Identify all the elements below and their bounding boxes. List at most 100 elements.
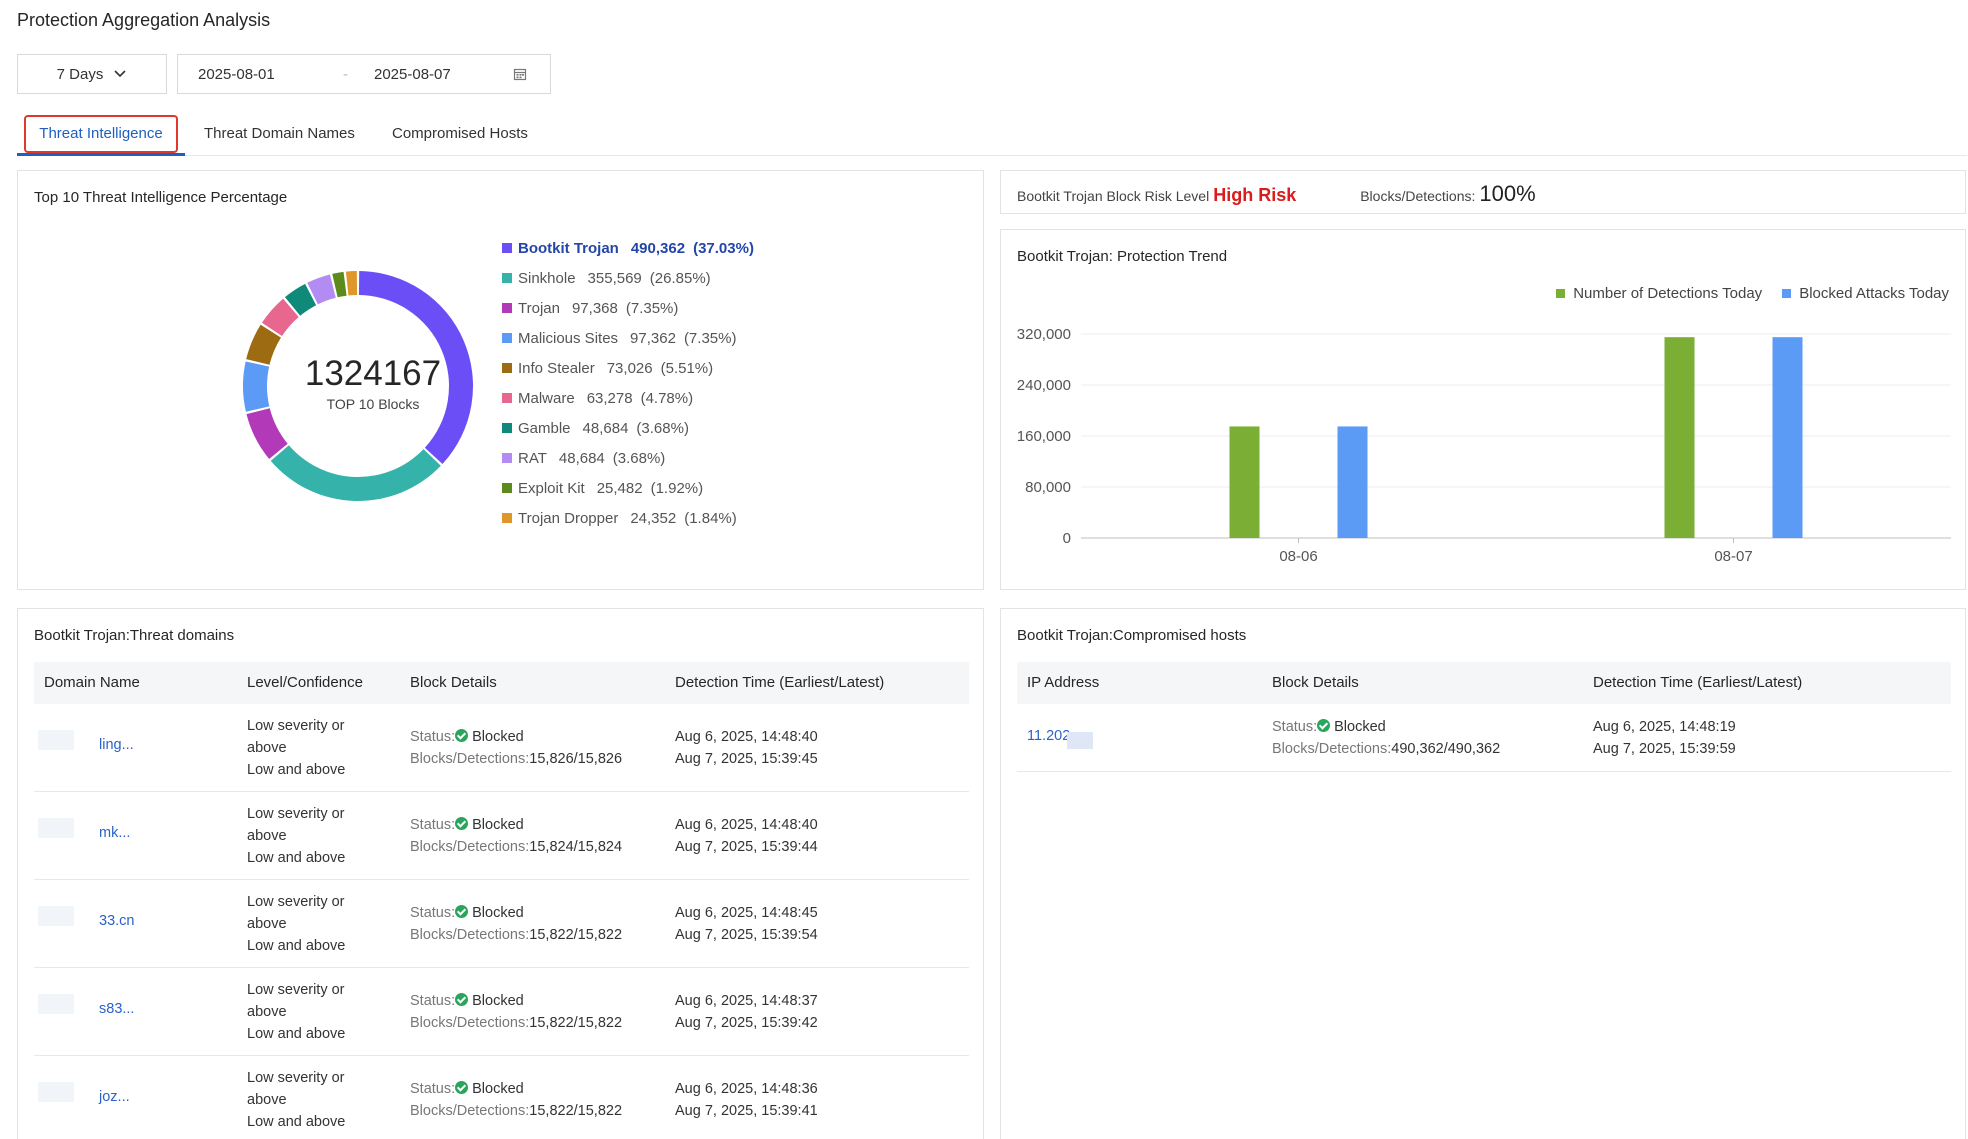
legend-percent: (7.35%) <box>625 299 679 317</box>
domain-link[interactable]: ling... <box>99 737 134 753</box>
domains-table: Domain Name Level/Confidence Block Detai… <box>34 662 969 1139</box>
donut-slice-gamble[interactable] <box>284 283 317 316</box>
latest-time: Aug 7, 2025, 15:39:54 <box>675 927 818 943</box>
redacted-block <box>38 994 74 1014</box>
legend-item[interactable]: RAT 48,684 (3.68%) <box>502 443 754 473</box>
block-details-cell: Status: Blocked Blocks/Detections:15,826/1… <box>410 726 622 770</box>
date-range-picker[interactable]: 2025-08-01 - 2025-08-07 <box>177 54 551 94</box>
redacted-block <box>38 818 74 838</box>
donut-slice-bootkit-trojan[interactable] <box>358 271 473 465</box>
y-tick-label: 80,000 <box>1025 479 1071 496</box>
risk-card: Bootkit Trojan Block Risk Level High Ris… <box>1000 170 1966 214</box>
y-tick-label: 240,000 <box>1017 377 1071 394</box>
donut-slice-trojan[interactable] <box>246 408 288 460</box>
legend-item[interactable]: Exploit Kit 25,482 (1.92%) <box>502 473 754 503</box>
legend-item[interactable]: Info Stealer 73,026 (5.51%) <box>502 353 754 383</box>
col-ip-address: IP Address <box>1027 674 1100 691</box>
hosts-table-header: IP Address Block Details Detection Time … <box>1017 662 1951 704</box>
status-value: Blocked <box>472 905 524 921</box>
latest-time: Aug 7, 2025, 15:39:42 <box>675 1015 818 1031</box>
confidence-text: Low and above <box>247 1114 346 1130</box>
legend-swatch <box>502 423 512 433</box>
confidence-text: Low and above <box>247 850 346 866</box>
status-label: Status: <box>410 905 456 921</box>
detection-time-cell: Aug 6, 2025, 14:48:36 Aug 7, 2025, 15:39:… <box>675 1078 818 1122</box>
donut-slice-malware[interactable] <box>261 298 299 336</box>
tab-threat-domain-names[interactable]: Threat Domain Names <box>204 112 355 155</box>
donut-slice-trojan-dropper[interactable] <box>345 271 358 296</box>
level-text: Low severity or <box>247 894 345 910</box>
legend-item[interactable]: Trojan 97,368 (7.35%) <box>502 293 754 323</box>
legend-name: Malware <box>518 389 575 407</box>
bar-detections-08-06[interactable] <box>1229 426 1260 538</box>
block-details-cell: Status: Blocked Blocks/Detections:15,822/1… <box>410 902 622 946</box>
latest-time: Aug 7, 2025, 15:39:59 <box>1593 741 1736 757</box>
legend-item[interactable]: Trojan Dropper 24,352 (1.84%) <box>502 503 754 533</box>
donut-legend: Bootkit Trojan 490,362 (37.03%) Sinkhole 355… <box>502 233 754 533</box>
end-date[interactable]: 2025-08-07 <box>374 65 451 83</box>
donut-slice-exploit-kit[interactable] <box>332 271 347 298</box>
domain-link[interactable]: s83... <box>99 1001 135 1017</box>
legend-name: Malicious Sites <box>518 329 619 347</box>
check-circle-icon <box>455 905 469 918</box>
domain-link[interactable]: mk... <box>99 825 131 841</box>
blocks-value: 15,826/15,826 <box>529 751 623 767</box>
table-row: 33.cn Low severity or above Low and above St… <box>34 880 969 968</box>
blocks-value: 15,822/15,822 <box>529 1015 623 1031</box>
table-row: s83... Low severity or above Low and above S… <box>34 968 969 1056</box>
tab-label: Threat Intelligence <box>39 125 163 142</box>
check-circle-icon <box>455 817 469 830</box>
start-date[interactable]: 2025-08-01 <box>198 65 275 83</box>
domain-link[interactable]: 33.cn <box>99 913 135 929</box>
domain-link[interactable]: joz... <box>99 1089 130 1105</box>
legend-item[interactable]: Bootkit Trojan 490,362 (37.03%) <box>502 233 754 263</box>
donut-slice-info-stealer[interactable] <box>246 324 281 365</box>
earliest-time: Aug 6, 2025, 14:48:36 <box>675 1081 818 1097</box>
tab-compromised-hosts[interactable]: Compromised Hosts <box>392 112 528 155</box>
legend-name: Trojan Dropper <box>518 509 619 527</box>
hosts-table: IP Address Block Details Detection Time … <box>1017 662 1951 772</box>
blocks-label: Blocks/Detections: <box>1272 741 1392 757</box>
trend-card: Bootkit Trojan: Protection Trend Number … <box>1000 229 1966 590</box>
chevron-down-icon <box>114 70 126 78</box>
legend-item[interactable]: Malicious Sites 97,362 (7.35%) <box>502 323 754 353</box>
legend-percent: (4.78%) <box>640 389 694 407</box>
legend-blocked[interactable]: Blocked Attacks Today <box>1782 285 1949 302</box>
bar-detections-08-07[interactable] <box>1664 337 1695 538</box>
check-circle-icon <box>455 993 469 1006</box>
blocks-value: 15,822/15,822 <box>529 1103 623 1119</box>
calendar-icon[interactable] <box>513 67 527 81</box>
status-label: Status: <box>410 817 456 833</box>
block-details-cell: Status: Blocked Blocks/Detections:490,362/… <box>1272 716 1500 760</box>
ratio-value: 100% <box>1479 181 1536 206</box>
page-title: Protection Aggregation Analysis <box>17 10 271 30</box>
legend-item[interactable]: Gamble 48,684 (3.68%) <box>502 413 754 443</box>
legend-value: 97,362 <box>630 329 676 347</box>
blocks-label: Blocks/Detections: <box>410 839 530 855</box>
table-row: mk... Low severity or above Low and above St… <box>34 792 969 880</box>
tab-threat-intelligence[interactable]: Threat Intelligence <box>17 112 185 156</box>
table-row: ling... Low severity or above Low and above… <box>34 704 969 792</box>
donut-slice-rat[interactable] <box>307 274 336 305</box>
legend-value: 48,684 <box>582 419 629 437</box>
x-tick-label: 08-07 <box>1714 548 1752 565</box>
bar-blocked-08-07[interactable] <box>1772 337 1803 538</box>
donut-slice-malicious-sites[interactable] <box>243 361 270 412</box>
ip-link[interactable]: 11.202 <box>1027 728 1071 744</box>
legend-detections[interactable]: Number of Detections Today <box>1556 285 1762 302</box>
bar-blocked-08-06[interactable] <box>1337 426 1368 538</box>
check-circle-icon <box>455 729 469 742</box>
legend-item[interactable]: Malware 63,278 (4.78%) <box>502 383 754 413</box>
date-separator: - <box>343 65 348 83</box>
level-cell: Low severity or above Low and above <box>247 979 345 1045</box>
x-tick-label: 08-06 <box>1279 548 1317 565</box>
y-tick-label: 0 <box>1063 530 1071 547</box>
donut-slice-sinkhole[interactable] <box>270 445 441 501</box>
legend-swatch <box>1556 289 1566 298</box>
latest-time: Aug 7, 2025, 15:39:44 <box>675 839 818 855</box>
legend-item[interactable]: Sinkhole 355,569 (26.85%) <box>502 263 754 293</box>
redacted-block <box>38 730 74 750</box>
risk-prefix: Bootkit Trojan Block Risk Level <box>1017 188 1210 204</box>
time-range-select[interactable]: 7 Days <box>17 54 167 94</box>
level-cell: Low severity or above Low and above <box>247 715 345 781</box>
